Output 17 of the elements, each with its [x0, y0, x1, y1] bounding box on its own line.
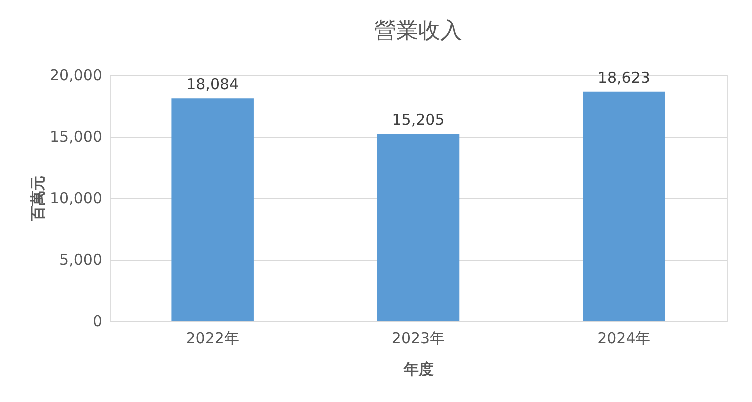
y-tick-label: 5,000	[60, 251, 102, 269]
chart-title: 營業收入	[374, 19, 462, 44]
x-tick-label: 2023年	[392, 330, 446, 348]
data-label: 18,084	[186, 76, 240, 94]
y-tick-label: 20,000	[50, 66, 102, 84]
y-tick-label: 0	[92, 312, 102, 330]
data-label: 18,623	[598, 68, 650, 87]
bar	[377, 134, 460, 321]
bar	[583, 92, 666, 321]
x-tick-label: 2024年	[598, 330, 651, 348]
x-tick-label: 2022年	[186, 330, 240, 348]
y-tick-label: 15,000	[50, 128, 102, 146]
y-tick-label: 10,000	[50, 190, 102, 208]
x-axis-title: 年度	[403, 360, 434, 378]
bar	[172, 98, 254, 321]
y-axis-title: 百萬元	[29, 176, 48, 222]
data-label: 15,205	[392, 110, 445, 129]
